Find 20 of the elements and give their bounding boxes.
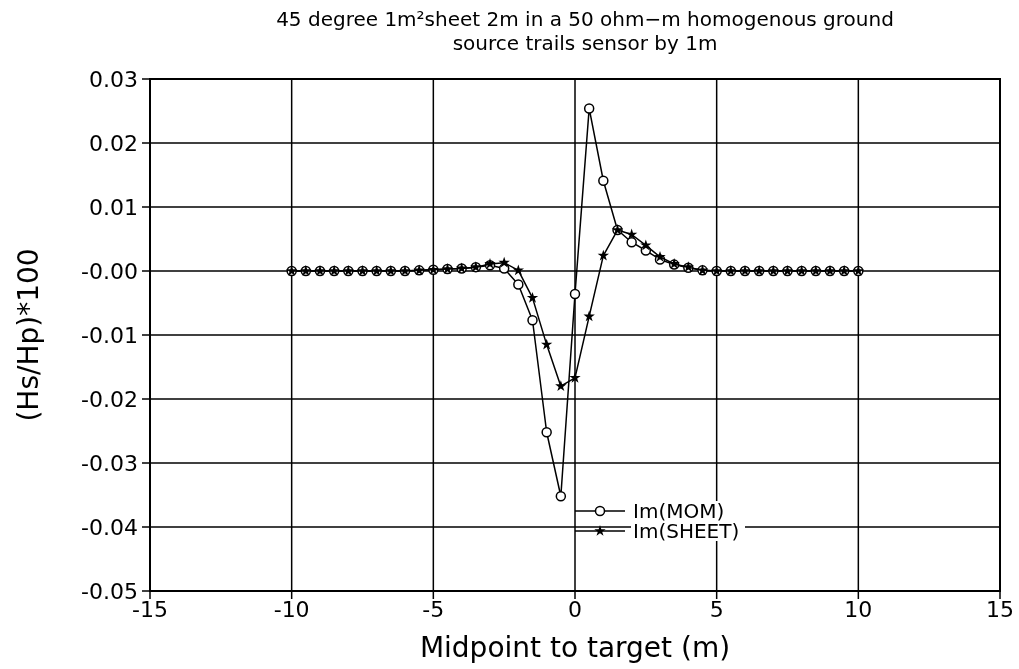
- x-tick-label: 15: [986, 597, 1014, 622]
- y-tick-label: -0.03: [81, 451, 138, 476]
- x-tick-label: 10: [844, 597, 873, 622]
- y-tick-label: -0.02: [81, 387, 138, 412]
- chart-title: 45 degree 1m²sheet 2m in a 50 ohm−m homogenous ground: [276, 7, 894, 31]
- legend-label: Im(MOM): [633, 499, 725, 523]
- y-tick-label: 0.01: [89, 195, 138, 220]
- y-axis-title: (Hs/Hp)*100: [12, 248, 45, 422]
- x-tick-label: -5: [422, 597, 445, 622]
- x-tick-label: 0: [568, 597, 582, 622]
- y-tick-label: 0.02: [89, 131, 138, 156]
- x-tick-label: -10: [273, 597, 310, 622]
- y-tick-label: -0.05: [81, 579, 138, 604]
- x-axis-title: Midpoint to target (m): [419, 631, 731, 664]
- y-tick-label: -0.00: [81, 259, 138, 284]
- y-tick-label: -0.04: [81, 515, 138, 540]
- y-tick-label: -0.01: [81, 323, 138, 348]
- y-tick-label: 0.03: [89, 67, 138, 92]
- x-tick-label: 5: [709, 597, 724, 622]
- chart-subtitle: source trails sensor by 1m: [452, 31, 718, 55]
